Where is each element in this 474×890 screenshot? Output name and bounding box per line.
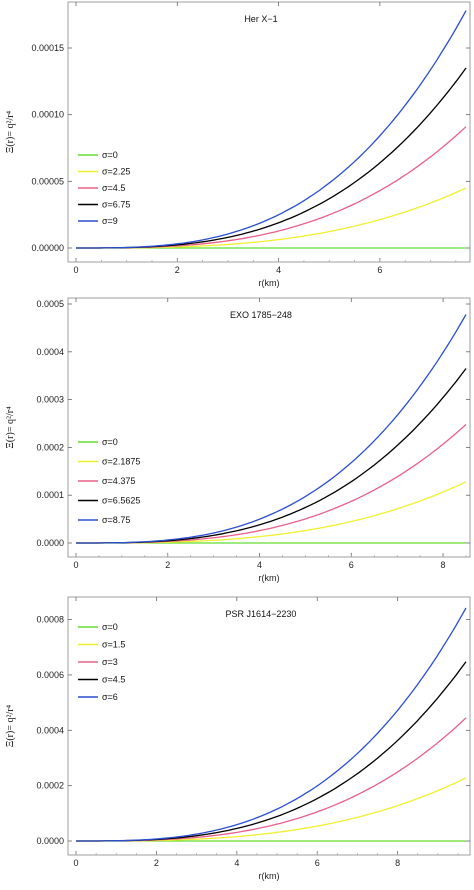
y-axis-label: Ξ(r)= q²/r⁴ (5, 110, 16, 153)
legend-label: σ=2.1875 (102, 457, 140, 467)
legend-label: σ=4.375 (102, 476, 135, 486)
chart-title: Her X−1 (244, 14, 277, 24)
legend-label: σ=8.75 (102, 515, 130, 525)
series-line (76, 661, 467, 842)
x-tick-label: 4 (276, 265, 281, 275)
y-tick-label: 0.0000 (36, 538, 64, 548)
chart-panel-3: 0 2 4 6 8 0.0000 0.0002 0.0004 0.0006 0.0008 Ξ(r)=… (5, 596, 471, 881)
y-tick-label: 0.0008 (36, 615, 64, 625)
x-tick-label: 2 (175, 265, 180, 275)
legend-label: σ=6 (102, 692, 118, 702)
plot-frame (67, 297, 471, 558)
legend-label: σ=0 (102, 622, 118, 632)
legend-label: σ=9 (102, 216, 118, 226)
x-tick-label: 4 (234, 858, 239, 868)
chart-title: PSR J1614−2230 (226, 609, 297, 619)
x-tick-label: 6 (315, 858, 320, 868)
y-axis-label: Ξ(r)= q²/r⁴ (5, 406, 16, 449)
series-line (76, 10, 467, 249)
y-tick-label: 0.0002 (36, 781, 64, 791)
legend-label: σ=0 (102, 437, 118, 447)
x-axis-label: r(km) (259, 871, 280, 881)
y-tick-label: 0.0000 (36, 836, 64, 846)
y-tick-label: 0.0004 (36, 347, 64, 357)
chart-panel-2: 0 2 4 6 8 0.0000 0.0001 0.0002 0.0003 0.0004 0.000… (5, 297, 471, 583)
legend-label: σ=0 (102, 150, 118, 160)
legend-label: σ=2.25 (102, 167, 130, 177)
series-line (76, 777, 467, 842)
x-tick-label: 2 (165, 560, 170, 570)
y-tick-label: 0.00000 (31, 243, 64, 253)
series-line (76, 481, 467, 544)
x-tick-label: 2 (154, 858, 159, 868)
y-axis-label: Ξ(r)= q²/r⁴ (5, 704, 16, 747)
legend-label: σ=1.5 (102, 640, 125, 650)
x-tick-label: 4 (257, 560, 262, 570)
x-tick-label: 8 (441, 560, 446, 570)
series-line (76, 126, 467, 249)
y-tick-label: 0.0004 (36, 725, 64, 735)
legend-label: σ=6.5625 (102, 496, 140, 506)
y-tick-label: 0.0002 (36, 442, 64, 452)
series-line (76, 314, 467, 544)
legend-label: σ=6.75 (102, 200, 130, 210)
plot-frame (67, 1, 471, 263)
plot-frame (67, 596, 471, 856)
x-tick-label: 0 (73, 265, 78, 275)
chart-title: EXO 1785−248 (230, 310, 292, 320)
x-axis-label: r(km) (259, 573, 280, 583)
legend-label: σ=3 (102, 657, 118, 667)
legend-label: σ=4.5 (102, 675, 125, 685)
y-tick-label: 0.0001 (36, 490, 64, 500)
chart-panel-1: 0 2 4 6 0.00000 0.00005 0.00010 0.00015 Ξ(r)= q²… (5, 1, 471, 288)
x-axis-label: r(km) (259, 278, 280, 288)
y-tick-label: 0.0006 (36, 670, 64, 680)
y-tick-label: 0.00015 (31, 43, 64, 53)
x-tick-label: 6 (377, 265, 382, 275)
x-tick-label: 0 (73, 858, 78, 868)
y-tick-label: 0.0005 (36, 299, 64, 309)
legend-label: σ=4.5 (102, 183, 125, 193)
y-tick-label: 0.0003 (36, 395, 64, 405)
x-tick-label: 8 (395, 858, 400, 868)
x-tick-label: 0 (73, 560, 78, 570)
series-line (76, 67, 467, 249)
x-tick-label: 6 (349, 560, 354, 570)
series-line (76, 607, 467, 842)
series-line (76, 717, 467, 842)
y-tick-label: 0.00005 (31, 176, 64, 186)
y-tick-label: 0.00010 (31, 110, 64, 120)
